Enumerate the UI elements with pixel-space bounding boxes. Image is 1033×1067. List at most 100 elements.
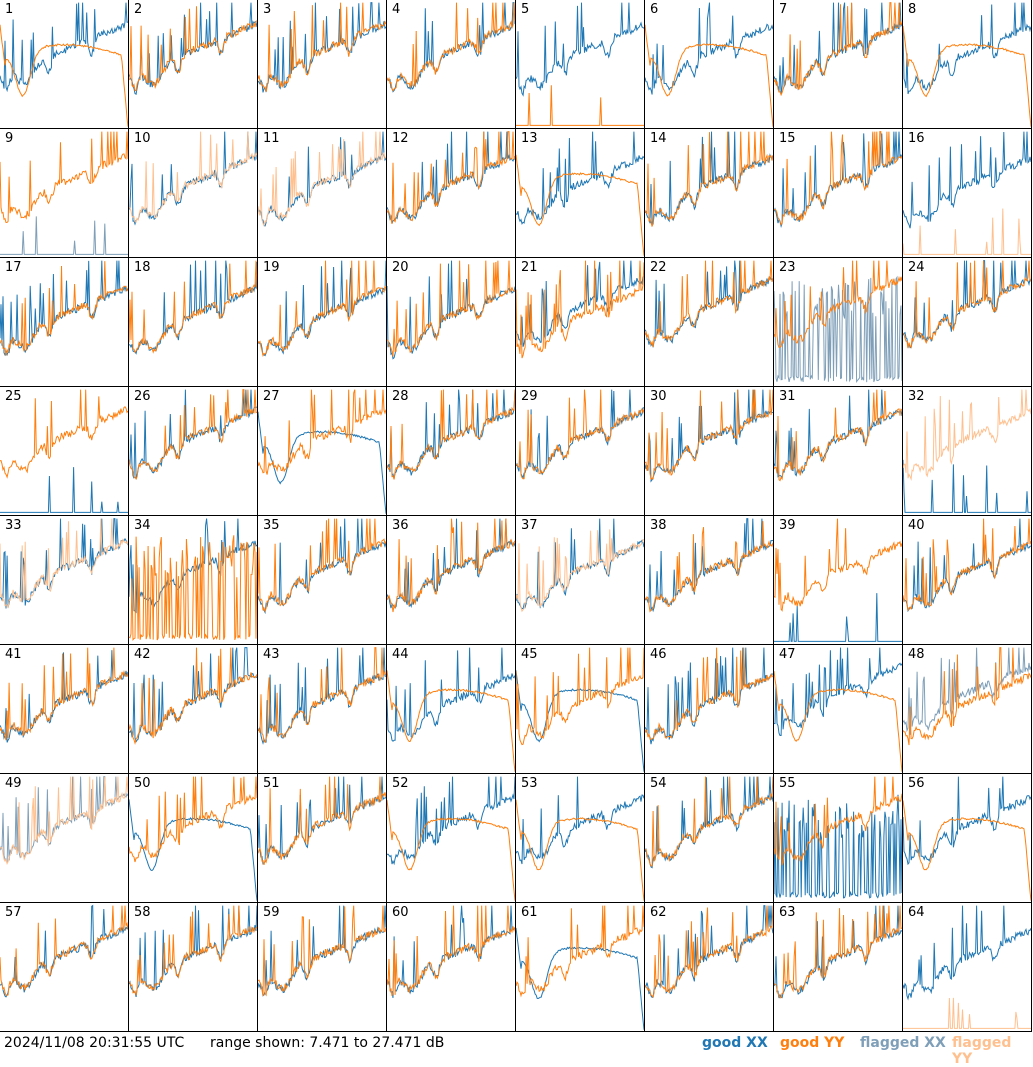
series-yy-25 [0, 389, 128, 479]
panel-62: 62 [645, 903, 774, 1032]
panel-label: 46 [650, 647, 667, 662]
panel-14: 14 [645, 129, 774, 258]
series-xx-46 [645, 647, 773, 745]
panel-label: 14 [650, 131, 667, 146]
panel-plot-11 [258, 131, 386, 227]
panel-plot-33 [0, 518, 128, 609]
series-yy-29 [516, 389, 644, 480]
series-yy-13 [516, 154, 644, 256]
panel-23: 23 [774, 258, 903, 387]
panel-label: 26 [134, 389, 151, 404]
panel-label: 27 [263, 389, 280, 404]
panel-plot-17 [0, 260, 128, 357]
panel-label: 42 [134, 647, 151, 662]
panel-label: 45 [521, 647, 538, 662]
panel-plot-45 [516, 647, 644, 772]
panel-32: 32 [903, 387, 1032, 516]
panel-plot-7 [774, 2, 902, 97]
panel-plot-12 [387, 131, 515, 224]
series-yy-44 [387, 670, 515, 772]
series-yy-32 [903, 389, 1031, 481]
panel-label: 8 [908, 2, 917, 17]
panel-plot-36 [387, 518, 515, 613]
panel-45: 45 [516, 645, 645, 774]
panel-plot-52 [387, 776, 515, 901]
panel-plot-51 [258, 776, 386, 866]
series-xx-53 [516, 776, 644, 865]
panel-plot-44 [387, 647, 515, 772]
panel-plot-21 [516, 260, 644, 359]
panel-7: 7 [774, 0, 903, 129]
panel-label: 20 [392, 260, 409, 275]
series-xx-8 [903, 2, 1031, 95]
panel-4: 4 [387, 0, 516, 129]
series-yy-7 [774, 2, 902, 97]
panel-label: 50 [134, 776, 151, 791]
panel-39: 39 [774, 516, 903, 645]
panel-plot-16 [903, 131, 1031, 255]
series-xx-47 [774, 647, 902, 736]
panel-plot-39 [774, 518, 902, 642]
panel-plot-9 [0, 131, 128, 255]
panel-1: 1 [0, 0, 129, 129]
panel-label: 13 [521, 131, 538, 146]
series-yy-46 [645, 647, 773, 740]
series-yy-35 [258, 518, 386, 613]
legend-good-yy: good YY [780, 1035, 845, 1051]
series-xx-3 [258, 2, 386, 93]
range-shown: range shown: 7.471 to 27.471 dB [210, 1035, 445, 1051]
series-yy-30 [645, 389, 773, 481]
panel-label: 16 [908, 131, 925, 146]
series-xx-23 [774, 275, 902, 384]
panel-61: 61 [516, 903, 645, 1032]
panel-label: 7 [779, 2, 788, 17]
series-yy-42 [129, 647, 257, 746]
panel-plot-14 [645, 131, 773, 227]
panel-plot-18 [129, 260, 257, 355]
panel-54: 54 [645, 774, 774, 903]
panel-plot-23 [774, 260, 902, 384]
series-xx-25 [0, 467, 128, 513]
series-xx-26 [129, 389, 257, 480]
panel-label: 40 [908, 518, 925, 533]
panel-label: 55 [779, 776, 796, 791]
panel-plot-48 [903, 647, 1031, 746]
series-yy-21 [516, 260, 644, 359]
panel-label: 37 [521, 518, 538, 533]
panel-label: 56 [908, 776, 925, 791]
panel-label: 52 [392, 776, 409, 791]
panel-label: 5 [521, 2, 530, 17]
series-yy-14 [645, 131, 773, 227]
series-yy-51 [258, 776, 386, 866]
series-yy-23 [774, 260, 902, 348]
series-xx-36 [387, 518, 515, 609]
series-xx-63 [774, 905, 902, 999]
panel-label: 25 [5, 389, 22, 404]
series-yy-38 [645, 521, 773, 613]
panel-label: 21 [521, 260, 538, 275]
panel-plot-40 [903, 518, 1031, 613]
panel-plot-13 [516, 131, 644, 256]
panel-21: 21 [516, 258, 645, 387]
panel-64: 64 [903, 903, 1032, 1032]
panel-label: 64 [908, 905, 925, 920]
series-xx-1 [0, 2, 128, 93]
series-yy-10 [129, 131, 257, 224]
panel-plot-27 [258, 389, 386, 514]
panel-3: 3 [258, 0, 387, 129]
panel-57: 57 [0, 903, 129, 1032]
panel-label: 59 [263, 905, 280, 920]
series-yy-1 [0, 24, 128, 127]
panel-label: 53 [521, 776, 538, 791]
panel-plot-19 [258, 260, 386, 357]
series-yy-61 [516, 905, 644, 998]
panel-label: 62 [650, 905, 667, 920]
series-yy-34 [129, 535, 257, 641]
panel-48: 48 [903, 645, 1032, 774]
panel-plot-47 [774, 647, 902, 772]
series-yy-6 [645, 24, 773, 127]
panel-plot-54 [645, 776, 773, 869]
series-yy-37 [516, 529, 644, 613]
panel-plot-64 [903, 905, 1031, 1029]
panel-43: 43 [258, 645, 387, 774]
